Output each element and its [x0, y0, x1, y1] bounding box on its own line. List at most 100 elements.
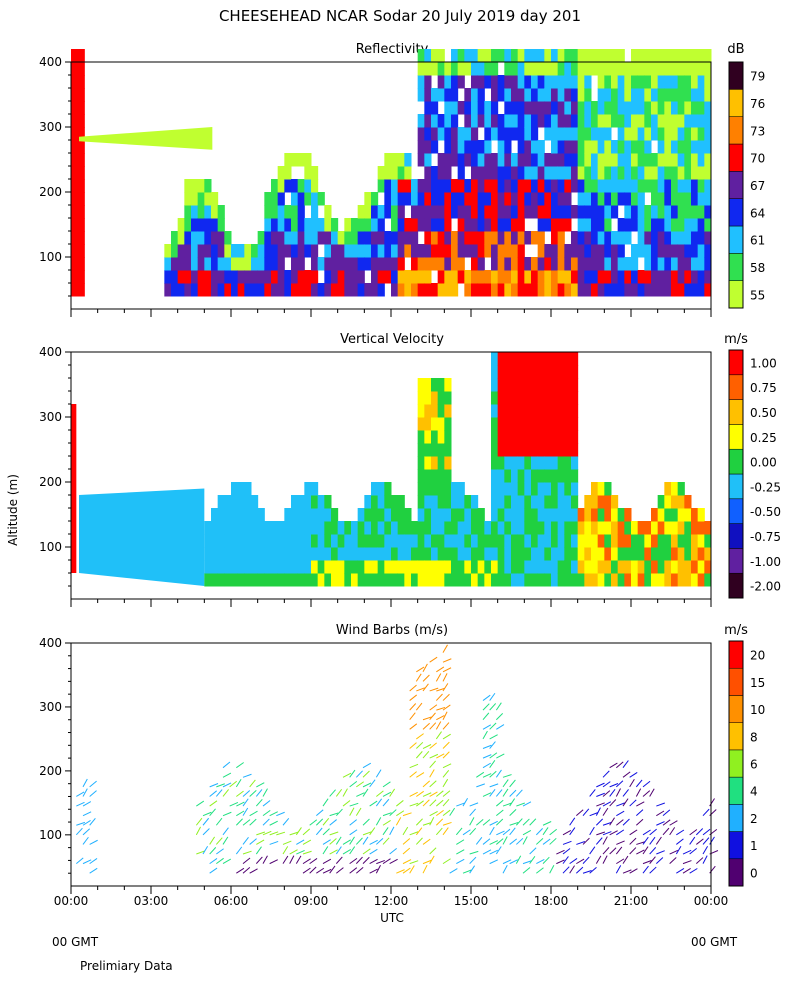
- wind-barb: [362, 836, 369, 845]
- velocity-cell: [231, 534, 239, 548]
- velocity-cell: [444, 391, 452, 405]
- reflectivity-cell: [584, 231, 592, 245]
- wind-barb: [389, 809, 397, 817]
- wind-barb: [269, 811, 278, 817]
- reflectivity-cell: [317, 192, 325, 206]
- wind-barb: [522, 836, 528, 845]
- wind-barb: [436, 706, 446, 711]
- reflectivity-cell: [597, 179, 605, 193]
- wind-barb: [502, 788, 509, 797]
- reflectivity-cell: [504, 166, 512, 180]
- reflectivity-cell: [504, 153, 512, 167]
- velocity-cell: [537, 508, 545, 522]
- reflectivity-cell: [324, 283, 332, 297]
- reflectivity-cell: [271, 244, 279, 258]
- reflectivity-cell: [551, 114, 559, 128]
- wind-barb: [395, 817, 402, 826]
- velocity-cell: [504, 560, 512, 574]
- reflectivity-cell: [311, 283, 319, 297]
- velocity-cell: [557, 404, 565, 418]
- wind-barb: [422, 750, 430, 759]
- reflectivity-cell: [704, 153, 712, 167]
- reflectivity-cell: [571, 101, 579, 115]
- wind-barb: [476, 819, 484, 826]
- wind-barb: [589, 789, 596, 797]
- wind-barb: [369, 800, 378, 807]
- velocity-cell: [571, 547, 579, 561]
- velocity-cell: [497, 352, 505, 366]
- wind-barbs-title: Wind Barbs (m/s): [336, 623, 448, 638]
- wind-barb: [256, 839, 265, 845]
- velocity-cell: [564, 547, 572, 561]
- wind-barb: [596, 802, 605, 807]
- reflectivity-cell: [164, 283, 172, 297]
- velocity-cell: [577, 547, 585, 561]
- wind-barb: [222, 772, 232, 778]
- reflectivity-cell: [417, 140, 425, 154]
- reflectivity-cell: [444, 75, 452, 89]
- reflectivity-cell: [77, 270, 85, 284]
- reflectivity-cell: [477, 231, 485, 245]
- velocity-cell: [211, 534, 219, 548]
- reflectivity-cell: [671, 153, 679, 167]
- reflectivity-cell: [657, 244, 665, 258]
- velocity-cell: [491, 443, 499, 457]
- wind-barb: [435, 693, 443, 701]
- wind-barb: [229, 780, 238, 788]
- wind-barb: [642, 829, 651, 836]
- velocity-cell: [657, 560, 665, 574]
- wind-barb: [675, 846, 682, 855]
- reflectivity-cell: [244, 257, 252, 271]
- velocity-cell: [511, 430, 519, 444]
- reflectivity-cell: [444, 127, 452, 141]
- reflectivity-cell: [424, 231, 432, 245]
- reflectivity-cell: [591, 114, 599, 128]
- reflectivity-cell: [471, 244, 479, 258]
- reflectivity-cell: [417, 218, 425, 232]
- reflectivity-cell: [77, 88, 85, 102]
- reflectivity-cell: [664, 270, 672, 284]
- wind-barb: [609, 788, 616, 797]
- velocity-cell: [224, 560, 232, 574]
- wind-barb: [622, 771, 631, 778]
- reflectivity-cell: [697, 101, 705, 115]
- velocity-cell: [504, 443, 512, 457]
- y-tick-label: 400: [39, 345, 62, 359]
- velocity-cell: [517, 495, 525, 509]
- reflectivity-cell: [644, 127, 652, 141]
- velocity-cell: [497, 404, 505, 418]
- wind-barb: [455, 827, 463, 836]
- wind-barb: [362, 788, 369, 797]
- reflectivity-cell: [544, 218, 552, 232]
- wind-barb: [389, 858, 398, 865]
- velocity-cell: [337, 573, 345, 587]
- colorbar-swatch: [728, 473, 744, 500]
- reflectivity-field: [71, 49, 712, 297]
- reflectivity-cell: [224, 244, 232, 258]
- velocity-cell: [424, 508, 432, 522]
- reflectivity-cell: [264, 205, 272, 219]
- reflectivity-cell: [491, 270, 499, 284]
- reflectivity-cell: [631, 270, 639, 284]
- wind-barb: [329, 849, 338, 855]
- reflectivity-cell: [491, 49, 499, 63]
- reflectivity-cell: [624, 75, 632, 89]
- reflectivity-cell: [557, 88, 565, 102]
- velocity-cell: [511, 508, 519, 522]
- wind-barb: [222, 858, 232, 865]
- velocity-cell: [577, 534, 585, 548]
- wind-barb: [375, 817, 382, 826]
- velocity-cell: [284, 573, 292, 587]
- reflectivity-cell: [591, 62, 599, 76]
- reflectivity-cell: [511, 127, 519, 141]
- reflectivity-cell: [617, 153, 625, 167]
- wind-barb: [429, 687, 439, 692]
- velocity-cell: [684, 560, 692, 574]
- reflectivity-cell: [377, 166, 385, 180]
- wind-barb: [329, 812, 339, 817]
- reflectivity-cell: [591, 49, 599, 63]
- reflectivity-cell: [691, 88, 699, 102]
- x-tick-label: 00:00: [54, 894, 89, 908]
- reflectivity-cell: [611, 88, 619, 102]
- velocity-cell: [417, 573, 425, 587]
